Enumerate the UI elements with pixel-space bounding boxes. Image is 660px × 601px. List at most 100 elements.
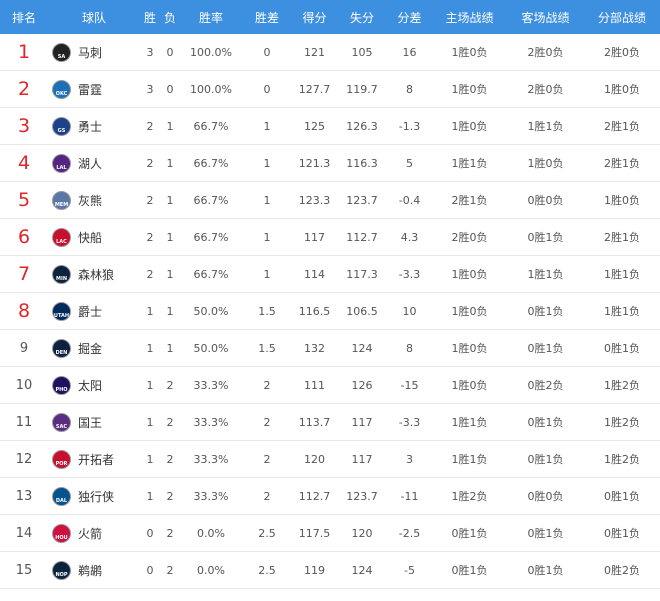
stat-cell: 0胜1负 bbox=[432, 514, 507, 552]
team-row: 6 LAC 快船 2 1 66.7% 1 117 112.7 4.3 2胜0负 0胜1负 2胜1负 bbox=[0, 218, 660, 256]
logo-text: SA bbox=[57, 53, 66, 60]
team-wrap: MIN 森林狼 bbox=[48, 264, 140, 284]
team-wrap: NOP 鹈鹕 bbox=[48, 560, 140, 580]
team-cell: MIN 森林狼 bbox=[48, 255, 140, 293]
stat-cell: 1 bbox=[140, 477, 160, 515]
stat-cell: 66.7% bbox=[180, 255, 242, 293]
team-name: 国王 bbox=[78, 415, 103, 430]
stat-cell: 66.7% bbox=[180, 218, 242, 256]
team-name: 灰熊 bbox=[78, 193, 103, 208]
rank: 13 bbox=[0, 477, 48, 515]
team-name: 掘金 bbox=[78, 341, 103, 356]
team-wrap: UTAH 爵士 bbox=[48, 301, 140, 321]
team-cell: HOU 火箭 bbox=[48, 514, 140, 552]
stat-cell: 2 bbox=[160, 514, 180, 552]
stat-cell: 1胜1负 bbox=[507, 255, 584, 293]
stat-cell: 0 bbox=[160, 34, 180, 71]
column-header: 排名 bbox=[0, 0, 48, 34]
team-cell: POR 开拓者 bbox=[48, 440, 140, 478]
team-row: 12 POR 开拓者 1 2 33.3% 2 120 117 3 1胜1负 0胜1负 1胜2负 bbox=[0, 440, 660, 478]
stat-cell: 2胜0负 bbox=[507, 34, 584, 71]
stat-cell: 1 bbox=[242, 218, 292, 256]
rank: 1 bbox=[0, 34, 48, 71]
column-header: 失分 bbox=[337, 0, 387, 34]
rank: 8 bbox=[0, 292, 48, 330]
stat-cell: 2.5 bbox=[242, 514, 292, 552]
stat-cell: -5 bbox=[387, 551, 432, 589]
stat-cell: 105 bbox=[337, 34, 387, 71]
stat-cell: 2 bbox=[242, 403, 292, 441]
logo-text: HOU bbox=[55, 534, 68, 541]
stat-cell: 2 bbox=[140, 144, 160, 182]
stat-cell: 0胜0负 bbox=[507, 181, 584, 219]
rank: 3 bbox=[0, 107, 48, 145]
stat-cell: 1胜2负 bbox=[584, 403, 660, 441]
team-logo: POR bbox=[52, 449, 71, 469]
team-wrap: PHO 太阳 bbox=[48, 375, 140, 395]
stat-cell: 1 bbox=[160, 107, 180, 145]
team-row: 14 HOU 火箭 0 2 0.0% 2.5 117.5 120 -2.5 0胜1负 0胜1负 0胜1负 bbox=[0, 514, 660, 552]
team-cell: PHO 太阳 bbox=[48, 366, 140, 404]
stat-cell: 1胜0负 bbox=[432, 366, 507, 404]
stat-cell: -3.3 bbox=[387, 255, 432, 293]
stat-cell: 0胜1负 bbox=[507, 440, 584, 478]
stat-cell: 1胜1负 bbox=[507, 107, 584, 145]
stat-cell: 119 bbox=[292, 551, 337, 589]
stat-cell: 0胜1负 bbox=[507, 551, 584, 589]
team-cell: LAL 湖人 bbox=[48, 144, 140, 182]
logo-text: OKC bbox=[55, 90, 68, 97]
team-logo: NOP bbox=[52, 560, 71, 580]
column-header: 分差 bbox=[387, 0, 432, 34]
stat-cell: 3 bbox=[387, 440, 432, 478]
stat-cell: 121.3 bbox=[292, 144, 337, 182]
stat-cell: 116.5 bbox=[292, 292, 337, 330]
team-name: 鹈鹕 bbox=[78, 563, 103, 578]
team-logo: MIN bbox=[52, 264, 71, 284]
stat-cell: 112.7 bbox=[337, 218, 387, 256]
rank: 10 bbox=[0, 366, 48, 404]
team-row: 4 LAL 湖人 2 1 66.7% 1 121.3 116.3 5 1胜1负 1胜0负 2胜1负 bbox=[0, 144, 660, 182]
column-header: 客场战绩 bbox=[507, 0, 584, 34]
team-row: 3 GS 勇士 2 1 66.7% 1 125 126.3 -1.3 1胜0负 1胜1负 2胜1负 bbox=[0, 107, 660, 145]
stat-cell: 4.3 bbox=[387, 218, 432, 256]
team-cell: MEM 灰熊 bbox=[48, 181, 140, 219]
stat-cell: 121 bbox=[292, 34, 337, 71]
stat-cell: 2胜1负 bbox=[584, 107, 660, 145]
rank: 5 bbox=[0, 181, 48, 219]
column-header: 分部战绩 bbox=[584, 0, 660, 34]
stat-cell: 2 bbox=[242, 366, 292, 404]
stat-cell: 100.0% bbox=[180, 70, 242, 108]
team-wrap: SA 马刺 bbox=[48, 42, 140, 62]
stat-cell: 2 bbox=[140, 107, 160, 145]
stat-cell: 2胜1负 bbox=[584, 218, 660, 256]
stat-cell: 16 bbox=[387, 34, 432, 71]
team-cell: NOP 鹈鹕 bbox=[48, 551, 140, 589]
stat-cell: 1 bbox=[140, 440, 160, 478]
team-row: 5 MEM 灰熊 2 1 66.7% 1 123.3 123.7 -0.4 2胜1负 0胜0负 1胜0负 bbox=[0, 181, 660, 219]
stat-cell: 0 bbox=[242, 70, 292, 108]
stat-cell: 112.7 bbox=[292, 477, 337, 515]
stat-cell: -3.3 bbox=[387, 403, 432, 441]
team-logo: OKC bbox=[52, 79, 71, 99]
team-logo: MEM bbox=[52, 190, 71, 210]
team-cell: LAC 快船 bbox=[48, 218, 140, 256]
stat-cell: 0胜2负 bbox=[584, 551, 660, 589]
stat-cell: -11 bbox=[387, 477, 432, 515]
stat-cell: 1胜0负 bbox=[432, 292, 507, 330]
stat-cell: -0.4 bbox=[387, 181, 432, 219]
rank: 7 bbox=[0, 255, 48, 293]
stat-cell: 8 bbox=[387, 329, 432, 367]
stat-cell: 2.5 bbox=[242, 551, 292, 589]
stat-cell: 1胜0负 bbox=[432, 329, 507, 367]
team-cell: SAC 国王 bbox=[48, 403, 140, 441]
team-wrap: SAC 国王 bbox=[48, 412, 140, 432]
stat-cell: 1 bbox=[242, 144, 292, 182]
stat-cell: 0.0% bbox=[180, 551, 242, 589]
stat-cell: 2 bbox=[140, 181, 160, 219]
stat-cell: 127.7 bbox=[292, 70, 337, 108]
stat-cell: 2胜0负 bbox=[432, 218, 507, 256]
team-wrap: MEM 灰熊 bbox=[48, 190, 140, 210]
stat-cell: 33.3% bbox=[180, 403, 242, 441]
stat-cell: 1 bbox=[242, 181, 292, 219]
team-name: 快船 bbox=[78, 230, 103, 245]
